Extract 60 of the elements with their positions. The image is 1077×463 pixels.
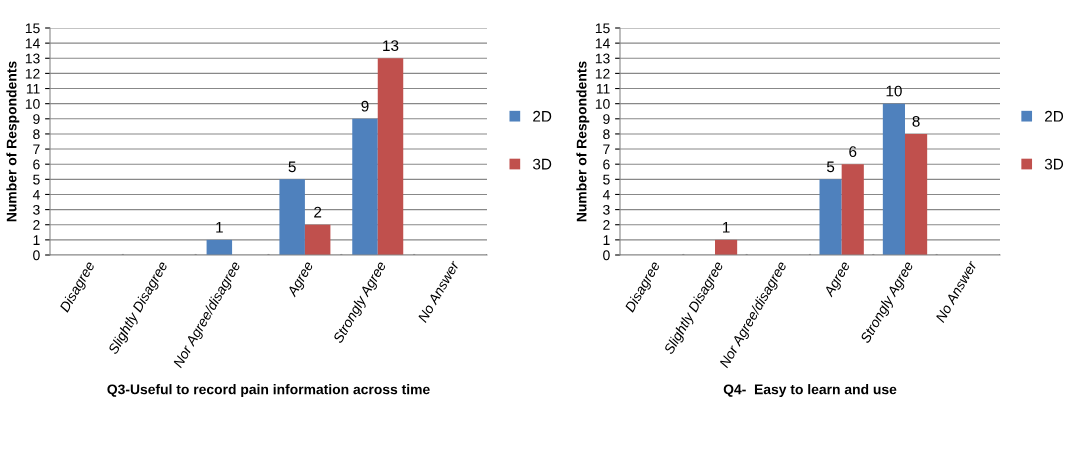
data-label: 5: [288, 161, 296, 173]
y-axis-title: Number of Respondents: [6, 61, 20, 222]
y-tick-label: 6: [33, 159, 40, 170]
y-tick-label: 2: [33, 220, 40, 230]
bar: [304, 224, 331, 255]
data-label: 5: [826, 161, 835, 173]
y-tick-label: 3: [603, 204, 610, 215]
y-tick-label: 15: [595, 23, 610, 34]
y-tick-label: 8: [33, 129, 40, 140]
y-tick-label: 12: [595, 68, 610, 79]
y-tick-label: 1: [603, 235, 610, 245]
bar: [279, 179, 305, 255]
y-tick-label: 9: [603, 114, 610, 124]
y-tick-label: 7: [603, 144, 610, 155]
y-tick-label: 9: [33, 114, 40, 124]
legend-label: 2D: [533, 110, 552, 122]
y-tick-label: 11: [26, 84, 40, 94]
y-tick-label: 10: [25, 99, 40, 109]
y-tick-label: 12: [25, 68, 40, 79]
bar: [819, 179, 842, 255]
bar: [841, 164, 864, 255]
y-tick-label: 8: [603, 129, 610, 140]
y-tick-label: 0: [33, 250, 40, 261]
data-label: 8: [912, 115, 920, 127]
y-tick-label: 11: [596, 84, 610, 94]
y-tick-label: 13: [595, 53, 610, 64]
y-tick-label: 7: [33, 144, 40, 155]
y-tick-label: 5: [33, 174, 40, 185]
y-tick-label: 0: [603, 250, 610, 261]
data-label: 13: [383, 40, 399, 52]
y-tick-label: 5: [603, 174, 610, 185]
data-label: 9: [361, 100, 369, 112]
bar: [715, 239, 738, 255]
data-label: 10: [886, 85, 902, 97]
data-label: 2: [314, 206, 322, 218]
y-tick-label: 2: [603, 220, 610, 230]
y-tick-label: 10: [595, 99, 610, 109]
x-axis-title: Q4- Easy to learn and use: [723, 384, 897, 398]
bar: [882, 103, 905, 255]
y-tick-label: 4: [32, 189, 40, 200]
bar: [905, 133, 928, 255]
data-label: 1: [723, 222, 730, 233]
y-tick-label: 3: [33, 204, 40, 215]
data-label: 6: [849, 146, 857, 158]
data-label: 1: [216, 222, 223, 233]
legend-label: 2D: [1045, 110, 1064, 122]
y-tick-label: 4: [602, 189, 610, 200]
bar: [377, 58, 404, 255]
bar: [352, 118, 378, 255]
y-tick-label: 15: [25, 23, 40, 34]
y-tick-label: 1: [33, 235, 40, 245]
y-tick-label: 14: [25, 38, 40, 49]
y-tick-label: 14: [595, 38, 610, 49]
y-tick-label: 6: [603, 159, 610, 170]
y-tick-label: 13: [25, 53, 40, 64]
legend-label: 3D: [532, 158, 552, 170]
bar: [206, 239, 233, 255]
y-axis-title: Number of Respondents: [576, 61, 590, 222]
legend-label: 3D: [1044, 158, 1064, 170]
x-axis-title: Q3-Useful to record pain information across time: [107, 384, 430, 398]
